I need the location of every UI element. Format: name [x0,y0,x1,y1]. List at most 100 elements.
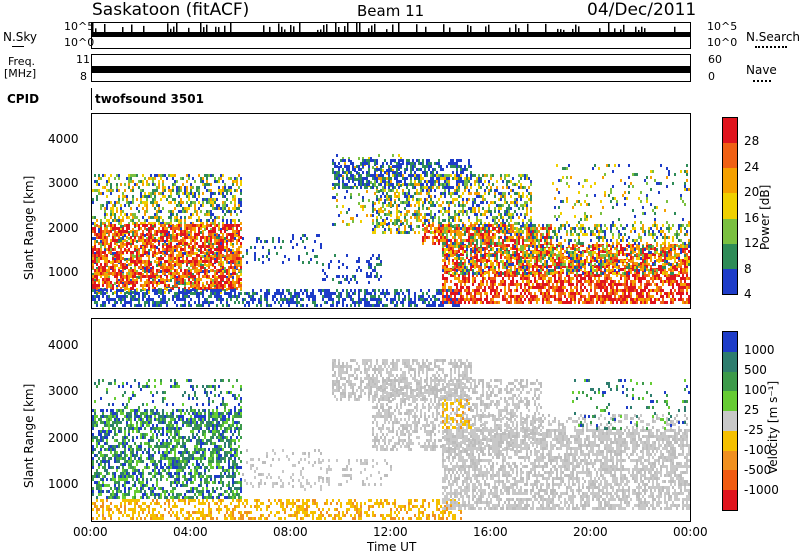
power-echo-cell [188,276,190,279]
power-echo-cell [190,269,192,272]
power-echo-cell [240,236,242,239]
nsky-spike [443,24,445,32]
power-echo-cell [464,186,466,189]
power-echo-cell [132,222,134,225]
power-echo-cell [192,251,194,254]
power-echo-cell [184,292,186,295]
power-echo-cell [122,263,124,266]
power-echo-cell [486,280,488,283]
power-echo-cell [342,171,344,174]
power-echo-cell [116,227,118,230]
power-echo-cell [372,201,374,204]
power-echo-cell [456,162,458,165]
power-echo-cell [334,165,336,168]
power-echo-cell [154,233,156,236]
power-echo-cell [436,201,438,204]
power-echo-cell [398,168,400,171]
power-echo-cell [380,301,382,304]
power-echo-cell [152,225,154,228]
power-echo-cell [206,189,208,192]
power-echo-cell [216,224,218,227]
power-echo-cell [374,298,376,301]
power-echo-cell [224,230,226,233]
power-echo-cell [444,183,446,186]
power-echo-cell [170,266,172,269]
power-echo-cell [452,159,454,162]
power-echo-cell [496,222,498,225]
power-echo-cell [448,177,450,180]
power-echo-cell [444,231,446,234]
power-echo-cell [154,292,156,295]
power-echo-cell [94,189,96,192]
power-echo-cell [234,292,236,295]
power-echo-cell [134,269,136,272]
power-echo-cell [98,183,100,186]
power-echo-cell [162,292,164,295]
power-echo-cell [438,222,440,225]
power-echo-cell [514,222,516,225]
power-echo-cell [174,201,176,204]
power-echo-cell [348,157,350,160]
nsky-spike [515,24,517,32]
power-echo-cell [232,236,234,239]
power-echo-cell [404,207,406,210]
power-echo-cell [210,269,212,272]
power-echo-cell [456,213,458,216]
power-echo-cell [390,198,392,201]
power-echo-cell [204,183,206,186]
power-echo-cell [180,251,182,254]
power-echo-cell [338,166,340,169]
power-echo-cell [152,243,154,246]
power-echo-cell [418,201,420,204]
power-echo-cell [382,210,384,213]
power-echo-cell [444,192,446,195]
power-echo-cell [216,246,218,249]
power-echo-cell [454,292,456,295]
power-echo-cell [266,295,268,298]
power-echo-cell [188,174,190,177]
power-echo-cell [394,289,396,292]
power-echo-cell [460,253,462,256]
power-echo-cell [376,198,378,201]
power-echo-cell [108,180,110,183]
power-echo-cell [164,195,166,198]
power-echo-cell [452,216,454,219]
power-echo-cell [128,177,130,180]
power-echo-cell [520,213,522,216]
power-echo-cell [138,266,140,269]
power-echo-cell [454,189,456,192]
power-echo-cell [414,301,416,304]
power-echo-cell [116,233,118,236]
power-echo-cell [368,304,370,307]
power-echo-cell [362,177,364,180]
power-echo-cell [462,262,464,265]
power-echo-cell [264,240,266,243]
power-echo-cell [200,224,202,227]
power-echo-cell [142,260,144,263]
power-echo-cell [426,192,428,195]
power-echo-cell [346,183,348,186]
power-echo-cell [218,289,220,292]
power-echo-cell [194,227,196,230]
power-echo-cell [112,213,114,216]
power-echo-cell [438,174,440,177]
power-echo-cell [164,243,166,246]
power-echo-cell [230,295,232,298]
power-echo-cell [476,189,478,192]
power-echo-cell [106,239,108,242]
power-echo-cell [460,239,462,242]
power-echo-cell [444,244,446,247]
power-echo-cell [214,278,216,281]
power-echo-cell [464,180,466,183]
power-echo-cell [374,269,376,272]
power-echo-cell [398,298,400,301]
power-echo-cell [166,278,168,281]
power-echo-cell [414,292,416,295]
power-echo-cell [212,243,214,246]
power-echo-cell [166,284,168,287]
power-echo-cell [406,162,408,165]
power-echo-cell [184,248,186,251]
power-echo-cell [430,231,432,234]
power-echo-cell [116,251,118,254]
power-echo-cell [178,278,180,281]
